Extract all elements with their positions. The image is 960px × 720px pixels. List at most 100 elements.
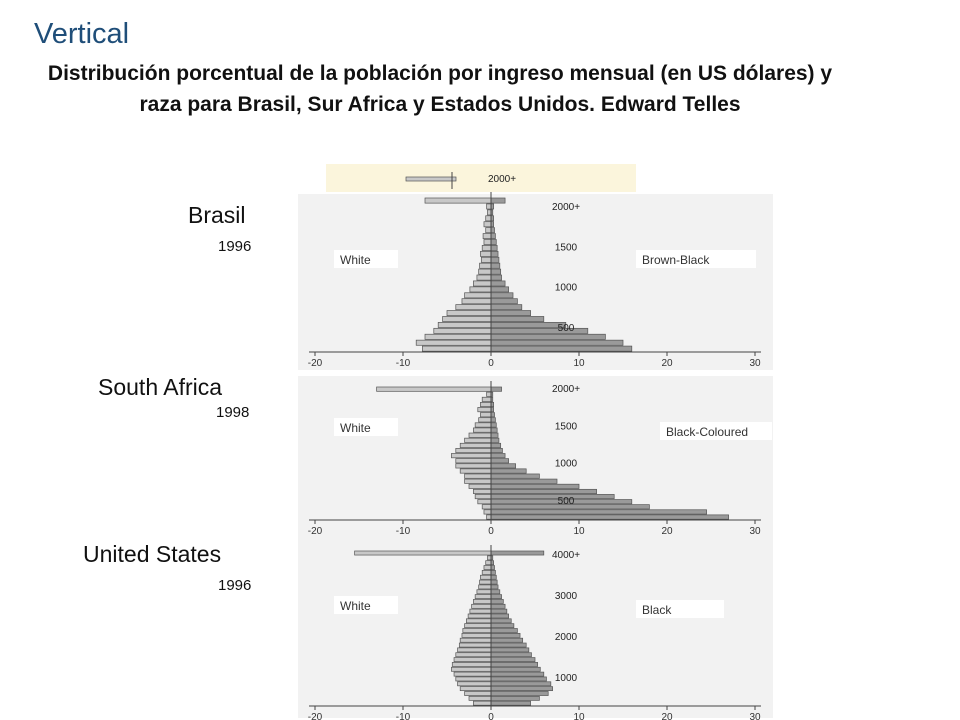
bar-right — [490, 662, 538, 667]
x-tick-label: 20 — [661, 358, 673, 369]
bar-right — [490, 448, 503, 454]
bar-right — [490, 589, 501, 595]
bar-left — [478, 417, 492, 423]
bar-right — [490, 695, 540, 701]
bar-right — [490, 483, 580, 489]
income-label: 4000+ — [552, 550, 580, 561]
bar-right — [490, 310, 531, 317]
bar-left — [459, 468, 492, 474]
bar-left — [415, 339, 492, 346]
bar-right — [490, 599, 504, 604]
income-label: 1500 — [555, 242, 578, 253]
bar-right — [490, 618, 512, 624]
bar-left — [437, 322, 492, 328]
bar-left — [455, 676, 492, 682]
bar-left — [462, 628, 492, 633]
bar-left — [485, 227, 492, 234]
bar-right — [490, 304, 523, 311]
bar-right — [490, 280, 506, 287]
bar-left — [469, 286, 492, 293]
bar-right — [490, 473, 540, 479]
bar-left — [455, 458, 492, 464]
bar-left — [479, 579, 492, 585]
group-label-left: White — [340, 599, 371, 613]
bar-right — [490, 417, 496, 423]
bar-left — [354, 550, 492, 556]
bar-right — [490, 463, 516, 469]
bar-left — [473, 488, 492, 494]
bar-left — [478, 268, 492, 275]
bar-right — [490, 488, 597, 494]
bar-left — [459, 442, 492, 448]
x-tick-label: -10 — [396, 526, 411, 537]
bar-right — [490, 550, 545, 556]
bar-right — [490, 579, 498, 585]
bar-left — [468, 483, 492, 489]
bar-left — [467, 613, 492, 619]
bar-left — [455, 304, 492, 311]
bar-right — [490, 468, 527, 474]
bar-right — [490, 316, 545, 322]
top-strip-bar — [405, 176, 457, 182]
bar-left — [477, 407, 492, 413]
bar-right — [490, 565, 495, 570]
bar-right — [490, 458, 509, 464]
bar-left — [473, 280, 492, 287]
bar-left — [483, 565, 492, 570]
bar-left — [480, 574, 492, 580]
bar-left — [468, 695, 492, 701]
bar-right — [490, 262, 501, 269]
bar-left — [473, 700, 492, 706]
x-tick-label: 10 — [573, 526, 585, 537]
bar-left — [424, 333, 492, 340]
bar-left — [473, 599, 492, 604]
bar-left — [479, 262, 492, 269]
bar-left — [487, 555, 492, 561]
bar-right — [490, 453, 506, 459]
bar-left — [451, 662, 492, 667]
bar-right — [490, 700, 531, 706]
bar-left — [480, 256, 492, 263]
bar-left — [482, 233, 492, 240]
bar-right — [490, 227, 495, 234]
bar-left — [483, 221, 492, 228]
bar-right — [490, 268, 502, 275]
bar-left — [453, 657, 492, 662]
bar-right — [490, 478, 558, 484]
bar-left — [458, 642, 492, 648]
top-strip-label: 2000+ — [488, 174, 516, 185]
bar-right — [490, 197, 506, 204]
bar-left — [457, 647, 492, 653]
bar-left — [486, 391, 492, 397]
top-legend-strip-content: 2000+ — [405, 172, 516, 189]
bar-left — [487, 209, 492, 216]
group-label-box — [660, 422, 772, 440]
bar-right — [490, 681, 552, 687]
group-label-left: White — [340, 421, 371, 435]
bar-right — [490, 274, 502, 281]
bar-right — [490, 657, 536, 662]
slide-label: Vertical — [34, 18, 130, 50]
bar-right — [490, 608, 508, 614]
bar-left — [459, 686, 492, 692]
bar-left — [478, 584, 492, 590]
bar-right — [490, 666, 541, 672]
x-tick-label: -10 — [396, 712, 411, 720]
bar-right — [490, 427, 498, 433]
bar-left — [466, 618, 492, 624]
x-tick-label: 10 — [573, 712, 585, 720]
bar-left — [459, 637, 492, 643]
bar-right — [490, 647, 530, 653]
x-tick-label: 20 — [661, 712, 673, 720]
bar-right — [490, 584, 499, 590]
bar-left — [471, 603, 492, 609]
bar-right — [490, 494, 615, 500]
income-label: 1000 — [555, 673, 578, 684]
bar-left — [476, 589, 492, 595]
bar-left — [461, 298, 492, 305]
bar-right — [490, 333, 606, 340]
bar-left — [464, 478, 492, 484]
country-label-brasil: Brasil — [188, 202, 246, 228]
bar-right — [490, 432, 499, 438]
bar-left — [433, 327, 492, 334]
